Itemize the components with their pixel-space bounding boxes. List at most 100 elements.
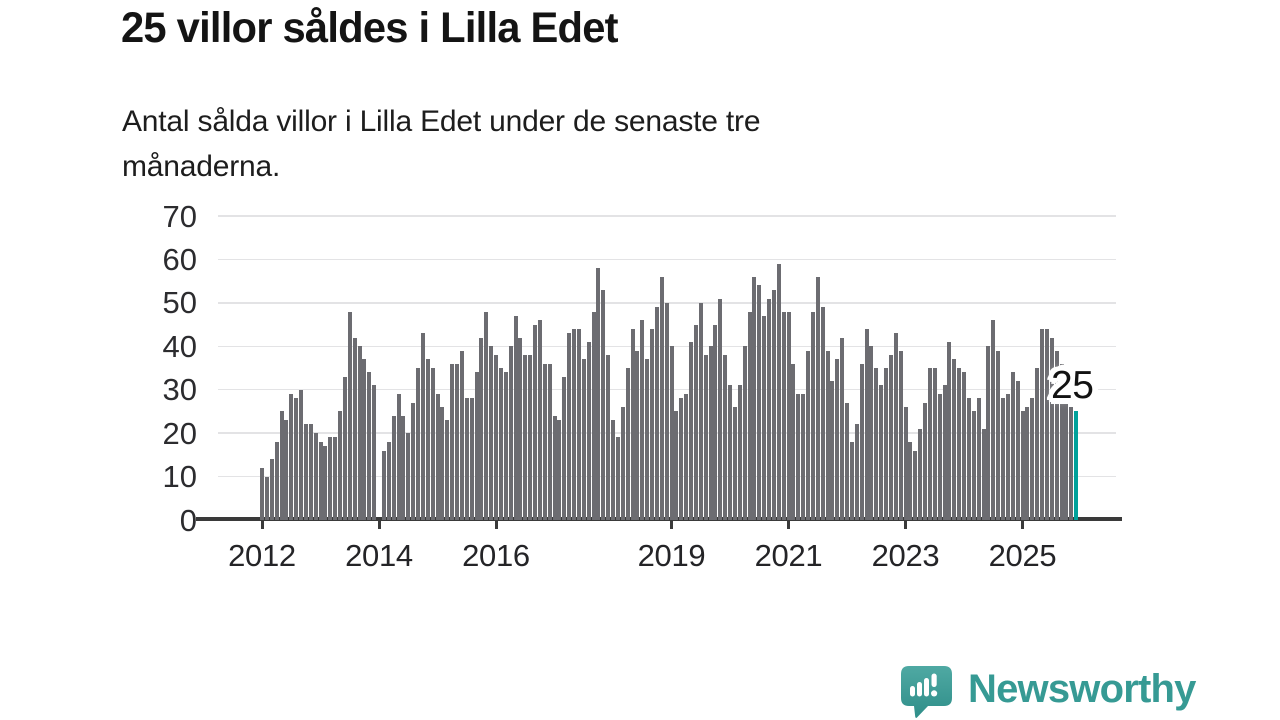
- chart-title: 25 villor såldes i Lilla Edet: [121, 4, 619, 52]
- bar: [484, 311, 489, 520]
- bar: [308, 424, 313, 520]
- gridline-60: [218, 258, 1116, 261]
- bar: [576, 328, 581, 520]
- bar: [518, 337, 523, 520]
- bar: [591, 311, 596, 520]
- bar: [533, 324, 537, 520]
- bar: [918, 428, 923, 520]
- bar: [874, 368, 879, 520]
- bar: [567, 333, 572, 520]
- bar: [650, 328, 654, 520]
- brand-name: Newsworthy: [968, 667, 1196, 711]
- bar: [416, 368, 420, 520]
- bar: [776, 263, 781, 520]
- bar: [1030, 398, 1035, 520]
- bar: [420, 333, 425, 520]
- x-tick-label-2014: 2014: [345, 538, 413, 573]
- bar: [352, 337, 357, 520]
- bar: [679, 398, 684, 520]
- bar: [440, 407, 445, 520]
- bar: [771, 289, 776, 520]
- bar: [781, 311, 786, 520]
- y-tick-label-40: 40: [162, 328, 197, 364]
- bar: [820, 307, 825, 520]
- x-tick-label-2012: 2012: [228, 538, 296, 573]
- bar: [469, 398, 474, 520]
- bar: [318, 441, 323, 520]
- bar: [391, 415, 396, 520]
- bar: [723, 354, 728, 520]
- bar: [406, 433, 411, 520]
- bar: [703, 354, 708, 520]
- bar: [342, 376, 347, 520]
- y-tick-label-10: 10: [162, 459, 197, 495]
- bar: [630, 328, 635, 520]
- bar: [367, 372, 372, 520]
- bar: [494, 354, 498, 520]
- bar: [1049, 337, 1054, 520]
- bar: [459, 350, 464, 520]
- bar: [552, 415, 557, 520]
- bar: [581, 359, 586, 520]
- bar: [976, 398, 981, 520]
- bar: [718, 298, 723, 520]
- bar: [869, 346, 874, 520]
- bar: [966, 398, 971, 520]
- bar: [586, 341, 591, 520]
- bar: [338, 411, 342, 520]
- bar: [742, 346, 747, 520]
- bar: [303, 424, 308, 520]
- bar: [737, 385, 742, 520]
- bar: [849, 441, 854, 520]
- bar: [923, 402, 927, 520]
- bar: [879, 385, 884, 520]
- bar: [684, 394, 689, 520]
- bar: [913, 450, 918, 520]
- bar: [957, 368, 962, 520]
- bar: [845, 402, 849, 520]
- y-tick-label-70: 70: [162, 198, 197, 234]
- highlight-value-label: 25: [1051, 364, 1094, 407]
- bar: [728, 385, 732, 520]
- bar: [1010, 372, 1015, 520]
- bar: [669, 346, 674, 520]
- bar: [810, 311, 815, 520]
- bar: [362, 359, 367, 520]
- bar: [1054, 350, 1059, 520]
- bar: [962, 372, 966, 520]
- bar: [762, 315, 767, 520]
- bar: [806, 350, 810, 520]
- bar: [947, 341, 952, 520]
- bar: [1040, 328, 1044, 520]
- bar: [572, 328, 576, 520]
- gridline-70: [218, 215, 1116, 217]
- bar: [479, 337, 484, 520]
- bar: [1001, 398, 1005, 520]
- bar: [635, 350, 640, 520]
- bar: [260, 467, 264, 520]
- x-tick-label-2021: 2021: [754, 538, 823, 573]
- bar: [767, 298, 771, 520]
- y-tick-label-30: 30: [162, 372, 197, 408]
- bar: [732, 407, 737, 520]
- bar: [611, 420, 615, 520]
- bar: [313, 433, 318, 520]
- bar: [386, 441, 391, 520]
- bar: [1059, 363, 1064, 520]
- bar: [425, 359, 430, 520]
- bar: [791, 363, 796, 520]
- bar: [542, 363, 547, 520]
- bar: [747, 311, 752, 520]
- bar: [455, 363, 459, 520]
- y-tick-label-60: 60: [162, 241, 197, 277]
- bar: [1064, 398, 1069, 520]
- x-tick-label-2023: 2023: [871, 538, 940, 573]
- bar: [927, 368, 932, 520]
- bar: [269, 459, 274, 520]
- newsworthy-icon: [901, 666, 952, 718]
- bar: [640, 320, 645, 520]
- bar: [401, 415, 406, 520]
- bar: [508, 346, 513, 520]
- bar: [328, 437, 333, 520]
